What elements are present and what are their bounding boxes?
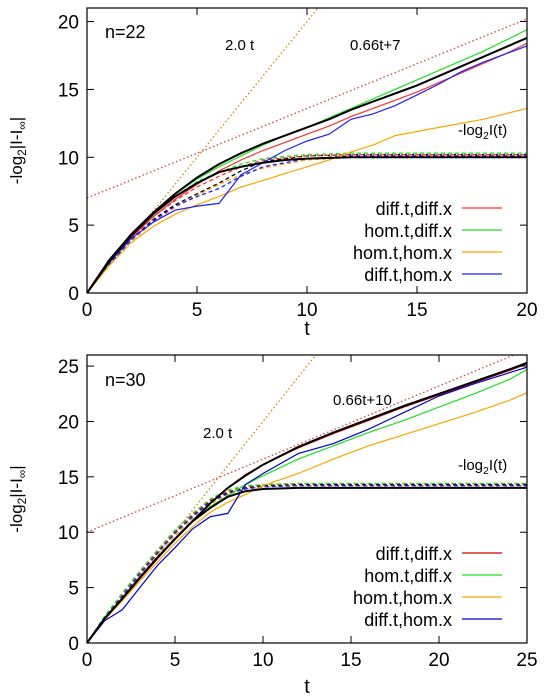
bottom-panel-chart: 0 5 10 15 20 25 0 5 10 15 20 25 t -log2|I-I∞| n=30 0.66… [7,354,538,698]
series-line-2 [87,107,527,293]
legend: diff.t,diff.xhom.t,diff.xhom.t,hom.xdiff… [353,199,502,285]
y-tick-label: 10 [58,523,79,544]
legend-entry-label: diff.t,hom.x [364,610,452,630]
y-tick-label: 0 [68,284,79,305]
reference-line-0 [87,355,516,533]
x-axis-label: t [304,676,310,698]
reference-curve-2 [87,156,527,293]
legend-entry-label: hom.t,diff.x [364,221,452,241]
series-line-1 [87,29,527,293]
reference-line-label: 2.0 t [225,37,255,54]
x-tick-label: 0 [82,650,93,671]
saturation-curve-0 [87,153,527,293]
y-tick-label: 20 [58,412,79,433]
saturation-label: -log2I(t) [458,122,507,142]
x-tick-label: 15 [406,300,427,321]
series-line-2 [87,392,527,643]
y-tick-label: 15 [58,468,79,489]
x-tick-label: 15 [340,650,361,671]
n-annotation: n=22 [105,22,146,42]
y-tick-label: 0 [68,634,79,655]
x-tick-label: 10 [252,650,273,671]
y-axis-label: -log2|I-I∞| [7,117,29,184]
series-line-0 [87,363,527,643]
legend: diff.t,diff.xhom.t,diff.xhom.t,hom.xdiff… [353,544,502,630]
legend-entry-label: diff.t,hom.x [364,265,452,285]
legend-entry-label: diff.t,diff.x [376,544,452,564]
x-tick-label: 5 [170,650,181,671]
y-tick-label: 25 [58,357,79,378]
top-panel-chart: 0 5 10 15 20 0 5 10 15 20 t -log2|I-I∞| n=22 0.66t+7 2… [7,7,538,340]
reference-curve-3 [87,36,527,293]
saturation-label: -log2I(t) [458,457,507,477]
x-tick-label: 25 [516,650,537,671]
x-axis-label: t [304,318,310,340]
reference-line-label: 2.0 t [203,425,233,442]
legend-entry-label: hom.t,hom.x [353,243,452,263]
reference-line-label: 0.66t+7 [350,37,400,54]
plot-area [87,8,527,293]
reference-curve-3 [87,361,527,643]
legend-entry-label: diff.t,diff.x [376,199,452,219]
reference-line-0 [87,18,527,199]
plot-frame [86,354,528,644]
legend-entry-label: hom.t,diff.x [364,566,452,586]
series-line-3 [87,366,527,643]
saturation-curve-1 [87,153,527,293]
y-tick-label: 10 [58,148,79,169]
x-tick-label: 0 [82,300,93,321]
saturation-curve-2 [87,482,527,643]
series-line-1 [87,368,527,643]
x-tick-label: 5 [192,300,203,321]
series-line-0 [87,42,527,293]
y-tick-label: 15 [58,80,79,101]
reference-curve-2 [87,486,527,643]
x-tick-label: 10 [296,300,317,321]
legend-entry-label: hom.t,hom.x [353,588,452,608]
y-tick-label: 5 [68,216,79,237]
n-annotation: n=30 [105,370,146,390]
saturation-curve-3 [87,155,527,293]
plot-frame [86,7,528,294]
plot-area [87,355,527,643]
x-tick-label: 20 [428,650,449,671]
reference-line-label: 0.66t+10 [333,392,392,409]
y-axis-label: -log2|I-I∞| [7,465,29,532]
series-line-3 [87,45,527,293]
saturation-curve-2 [87,152,527,293]
saturation-curve-4 [87,155,527,293]
y-tick-label: 20 [58,13,79,34]
x-tick-label: 20 [516,300,537,321]
y-tick-label: 5 [68,579,79,600]
